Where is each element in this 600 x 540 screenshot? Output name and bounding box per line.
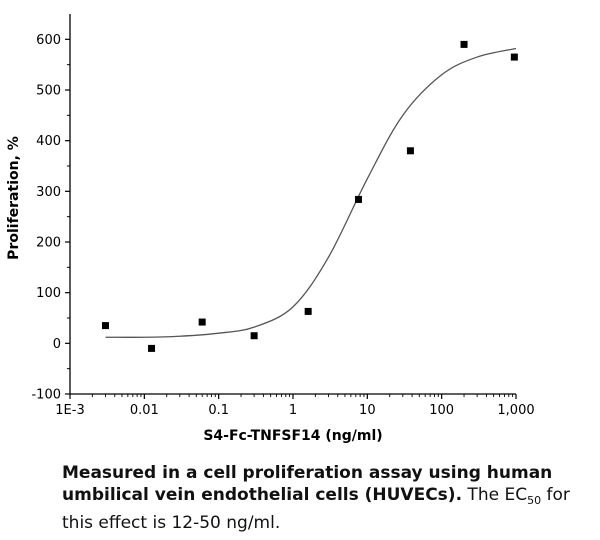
ticks: -100 0 100 200 300 400 500 600 1E-3 0.01 0.1 1 10 100… [31, 33, 534, 418]
data-point [460, 40, 468, 48]
x-tick-label: 1 [289, 403, 297, 418]
y-tick-label: 0 [53, 337, 61, 352]
data-points [101, 40, 518, 352]
y-tick-label: 100 [36, 286, 61, 301]
caption-text: The EC [462, 485, 528, 505]
x-tick-label: 100 [429, 403, 454, 418]
x-tick-label: 0.1 [208, 403, 229, 418]
data-point [354, 195, 362, 203]
fit-curve-layer [105, 47, 517, 338]
y-tick-label: 600 [36, 33, 61, 48]
data-point [406, 147, 414, 155]
data-point [198, 318, 206, 326]
y-tick-label: 200 [36, 236, 61, 251]
caption-subscript: 50 [527, 494, 542, 507]
x-tick-label: 1E-3 [55, 403, 84, 418]
y-tick-label: 400 [36, 134, 61, 149]
x-tick-label: 10 [359, 403, 376, 418]
y-tick-label: 300 [36, 185, 61, 200]
x-tick-label: 0.01 [130, 403, 159, 418]
data-point [148, 344, 156, 352]
data-point [250, 332, 258, 340]
data-point [304, 307, 312, 315]
caption-bold-text: Measured in a cell proliferation assay u… [62, 463, 553, 505]
y-tick-label: 500 [36, 84, 61, 99]
data-point [510, 53, 518, 61]
chart: -100 0 100 200 300 400 500 600 1E-3 0.01 0.1 1 10 100… [6, 14, 535, 444]
x-tick-label: 1,000 [497, 403, 534, 418]
caption-text-end: for this effect is 12-50 ng/ml. [62, 485, 570, 533]
data-point [101, 322, 109, 330]
x-axis-title: S4-Fc-TNFSF14 (ng/ml) [203, 428, 382, 444]
fit-curve [105, 47, 517, 338]
y-axis-title: Proliferation, % [6, 136, 22, 260]
figure-caption: Measured in a cell proliferation assay u… [62, 462, 598, 534]
y-tick-label: -100 [31, 388, 61, 403]
